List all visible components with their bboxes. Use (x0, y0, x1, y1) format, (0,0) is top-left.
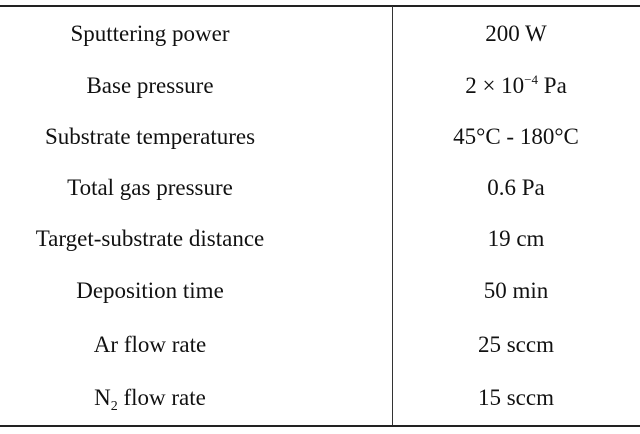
gas-subscript: 2 (110, 399, 118, 414)
table-body: Sputtering power 200 W Base pressure 2 ×… (0, 8, 640, 424)
parameter-value: 50 min (483, 278, 549, 303)
value-unit: Pa (538, 72, 567, 98)
parameter-name: Substrate temperatures (44, 123, 256, 149)
table-row: Total gas pressure 0.6 Pa (0, 162, 640, 213)
parameter-value: 19 cm (487, 226, 545, 251)
parameter-value: 45°C - 180°C (453, 123, 579, 149)
parameter-name: Base pressure (86, 72, 214, 98)
parameter-name: Target-substrate distance (35, 226, 265, 251)
table-row: Ar flow rate 25 sccm (0, 317, 640, 372)
parameter-value: 0.6 Pa (487, 174, 545, 200)
table-top-rule (0, 5, 640, 7)
parameter-name: Ar flow rate (93, 331, 207, 357)
table-row: Base pressure 2 × 10−4 Pa (0, 60, 640, 111)
parameter-name: Total gas pressure (67, 174, 233, 200)
table-row: Sputtering power 200 W (0, 8, 640, 60)
table-row: N2 flow rate 15 sccm (0, 372, 640, 424)
parameter-value: 2 × 10−4 Pa (392, 73, 640, 99)
value-exponent: −4 (524, 71, 539, 87)
parameter-name: Sputtering power (70, 21, 230, 46)
parameter-name: N2 flow rate (0, 385, 300, 414)
gas-symbol: N (94, 385, 111, 410)
parameter-value: 15 sccm (477, 385, 554, 410)
parameter-value: 25 sccm (477, 331, 554, 357)
table-row: Deposition time 50 min (0, 265, 640, 317)
parameter-value: 200 W (485, 21, 547, 46)
parameter-name-rest: flow rate (117, 385, 206, 410)
value-mantissa: 2 × 10 (465, 72, 525, 98)
column-divider (392, 6, 393, 426)
table-bottom-rule (0, 425, 640, 427)
parameter-name: Deposition time (76, 278, 224, 303)
table-row: Target-substrate distance 19 cm (0, 213, 640, 265)
table-row: Substrate temperatures 45°C - 180°C (0, 111, 640, 162)
